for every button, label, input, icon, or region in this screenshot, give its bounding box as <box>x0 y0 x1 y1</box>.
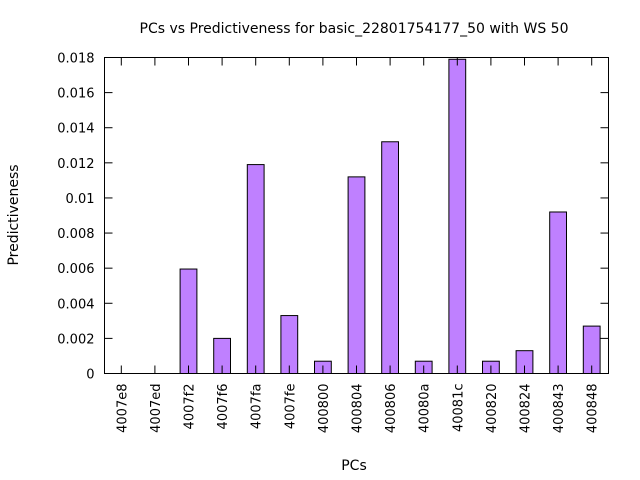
bar-40081c <box>448 58 467 374</box>
x-tick-label: 40081c <box>451 384 466 433</box>
bar-400804 <box>347 176 366 374</box>
y-tick-label: 0.01 <box>66 192 95 207</box>
bars-group <box>179 58 601 375</box>
x-tick-label: 400843 <box>552 384 567 434</box>
y-tick-label: 0 <box>86 368 94 383</box>
y-tick-label: 0.018 <box>57 52 94 67</box>
x-tick-label: 40080a <box>418 384 433 433</box>
x-tick-label: 4007f2 <box>183 384 198 430</box>
x-tick-label: 400800 <box>317 384 332 434</box>
bar-400843 <box>549 211 568 374</box>
bar-400806 <box>381 141 400 374</box>
x-tick-label: 400820 <box>485 384 500 434</box>
x-tick-label: 400806 <box>384 384 399 434</box>
y-axis: 0 0.002 0.004 0.006 0.008 0.01 0.012 0.014 0.016… <box>57 52 609 383</box>
y-tick-label: 0.002 <box>57 332 94 347</box>
x-tick-label: 400804 <box>351 384 366 434</box>
bar-4007fe <box>280 315 299 375</box>
x-tick-label: 4007fa <box>250 384 265 430</box>
y-tick-label: 0.006 <box>57 262 94 277</box>
x-axis-label: PCs <box>341 458 367 474</box>
x-tick-label: 4007fe <box>283 384 298 430</box>
y-tick-label: 0.014 <box>57 122 94 137</box>
y-axis-label: Predictiveness <box>6 164 22 265</box>
plot-frame <box>104 57 609 374</box>
x-tick-label: 400824 <box>519 384 534 434</box>
y-tick-label: 0.012 <box>57 157 94 172</box>
bar-4007fa <box>246 164 265 374</box>
x-tick-label: 4007e8 <box>115 384 130 433</box>
x-tick-label: 4007f6 <box>216 384 231 430</box>
y-tick-label: 0.016 <box>57 87 94 102</box>
chart-title: PCs vs Predictiveness for basic_22801754… <box>140 21 569 37</box>
y-tick-label: 0.008 <box>57 227 94 242</box>
x-axis: 4007e8 4007ed 4007f2 4007f6 4007fa 4007fe 4008… <box>115 57 601 434</box>
y-tick-label: 0.004 <box>57 297 94 312</box>
x-tick-label: 4007ed <box>149 384 164 433</box>
x-tick-label: 400848 <box>586 384 601 434</box>
bar-4007f2 <box>179 268 198 375</box>
